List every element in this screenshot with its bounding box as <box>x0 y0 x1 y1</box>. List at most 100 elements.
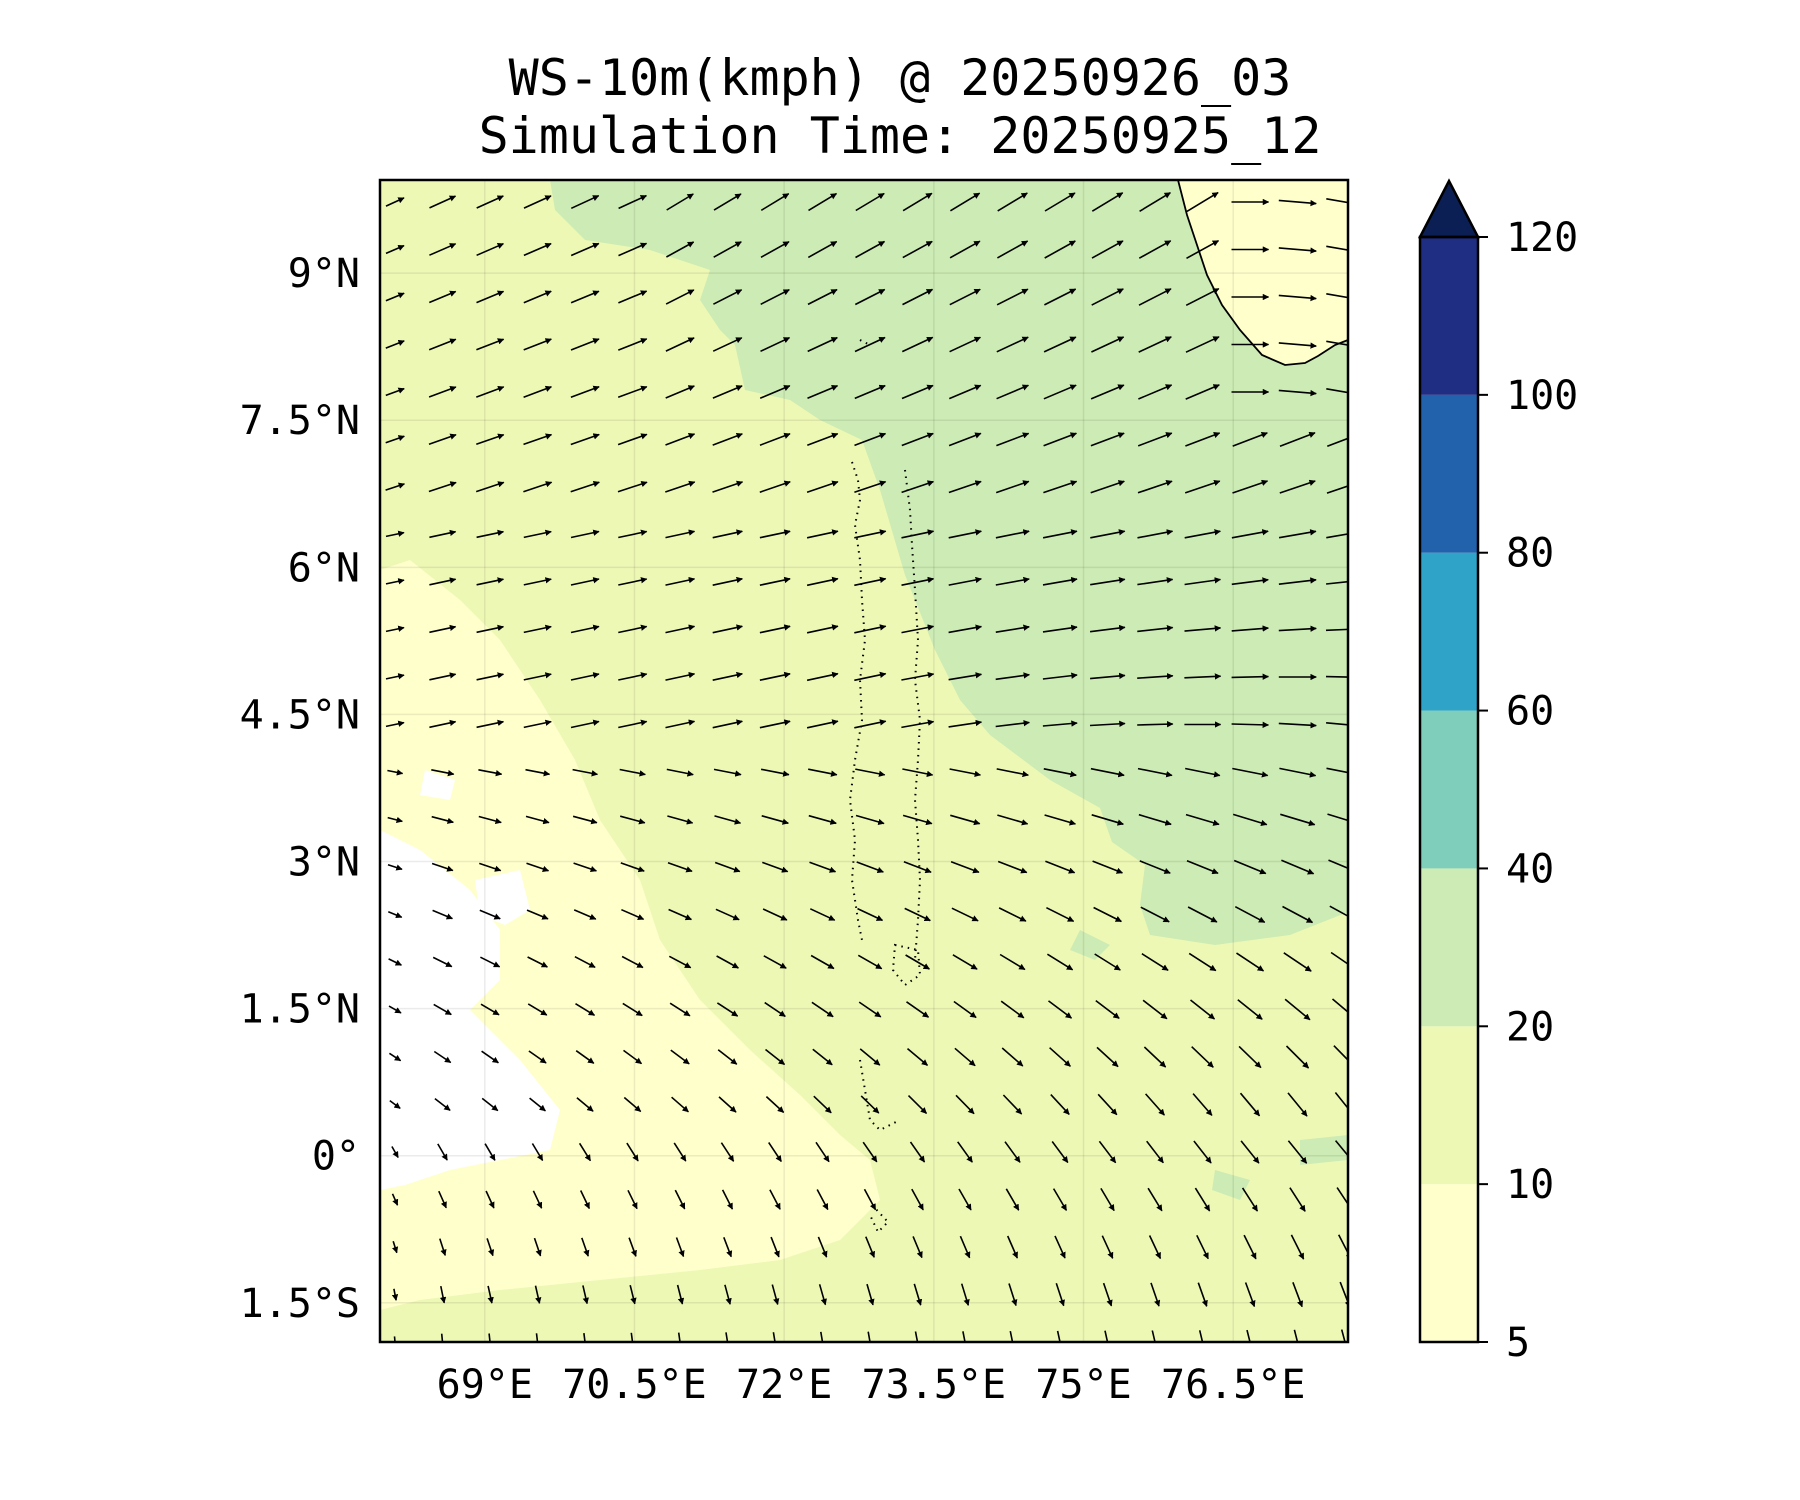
wind-arrow <box>1186 191 1219 213</box>
wind-arrow <box>1094 953 1121 971</box>
wind-arrow <box>387 769 404 776</box>
wind-arrow <box>913 1283 923 1306</box>
wind-arrow <box>713 289 743 305</box>
wind-arrow <box>570 194 600 210</box>
wind-arrow <box>1093 906 1122 923</box>
wind-arrow <box>621 955 644 969</box>
wind-arrow <box>953 1000 977 1019</box>
wind-arrow <box>951 907 979 922</box>
wind-arrow <box>914 1331 919 1342</box>
wind-arrow <box>808 192 838 212</box>
wind-arrow <box>817 1236 828 1258</box>
wind-arrow <box>901 624 935 634</box>
wind-arrow <box>1231 577 1269 586</box>
wind-arrow <box>1326 533 1348 539</box>
wind-arrow <box>997 860 1028 874</box>
wind-arrow <box>1336 1187 1348 1212</box>
wind-arrow <box>759 671 791 681</box>
wind-arrow <box>820 1331 824 1342</box>
y-tick-label: 0° <box>312 1134 360 1180</box>
wind-arrow <box>1232 767 1269 778</box>
y-tick-label: 1.5°N <box>240 987 360 1033</box>
wind-arrow <box>1044 814 1077 826</box>
wind-arrow <box>759 529 791 539</box>
wind-arrow <box>1231 529 1269 539</box>
wind-arrow <box>434 1097 451 1112</box>
wind-arrow <box>428 433 457 446</box>
wind-arrow <box>854 671 887 682</box>
wind-arrow <box>665 624 696 634</box>
wind-arrow <box>1328 859 1348 870</box>
wind-arrow <box>476 529 505 539</box>
wind-arrow <box>1327 813 1348 822</box>
map-title: WS-10m(kmph) @ 20250926_03 <box>508 49 1292 107</box>
wind-arrow <box>570 529 600 539</box>
wind-arrow <box>1089 720 1126 728</box>
wind-arrow <box>712 480 744 493</box>
wind-arrow <box>902 240 933 259</box>
wind-arrow <box>712 576 743 586</box>
wind-arrow <box>759 480 791 493</box>
wind-arrow <box>952 954 978 970</box>
wind-arrow <box>618 290 648 304</box>
wind-arrow <box>1325 628 1348 632</box>
wind-arrow <box>1141 953 1169 971</box>
wind-arrow <box>1283 952 1312 972</box>
wind-arrow <box>476 577 505 586</box>
wind-arrow <box>902 192 933 212</box>
wind-arrow <box>385 435 405 444</box>
wind-arrow <box>439 1285 447 1304</box>
wind-arrow <box>863 1188 877 1211</box>
wind-arrow <box>762 861 789 873</box>
wind-arrow <box>857 954 883 970</box>
wind-arrow <box>759 624 791 634</box>
wind-arrow <box>529 1097 546 1112</box>
wind-arrow <box>1278 247 1317 254</box>
wind-arrow <box>526 909 549 920</box>
wind-arrow <box>570 624 600 634</box>
wind-arrow <box>1009 1330 1014 1342</box>
wind-arrow <box>712 624 743 634</box>
wind-arrow <box>1054 1235 1066 1259</box>
wind-arrow <box>901 529 935 539</box>
wind-arrow <box>997 192 1028 212</box>
wind-arrow <box>476 195 504 209</box>
wind-arrow <box>1049 1047 1071 1067</box>
wind-arrow <box>1137 432 1173 447</box>
wind-arrow <box>431 815 454 824</box>
wind-arrow <box>579 1190 591 1210</box>
wind-arrow <box>575 1050 595 1064</box>
wind-arrow <box>618 624 648 634</box>
wind-arrow <box>478 815 502 825</box>
wind-arrow <box>1289 1187 1306 1212</box>
wind-arrow <box>1192 1093 1213 1116</box>
wind-arrow <box>532 1190 543 1209</box>
wind-arrow <box>765 1048 786 1066</box>
wind-arrow <box>570 290 600 304</box>
colorbar-frame <box>1418 235 1480 1344</box>
wind-arrow <box>995 480 1030 494</box>
wind-arrow <box>1001 1047 1024 1067</box>
wind-arrow <box>527 1003 548 1016</box>
wind-arrow <box>718 1096 737 1113</box>
wind-arrow <box>1329 905 1348 918</box>
wind-arrow <box>1278 722 1317 729</box>
wind-arrow <box>770 1236 780 1258</box>
wind-arrow <box>862 1141 878 1163</box>
wind-arrow <box>1091 336 1125 353</box>
wind-arrow <box>904 907 931 922</box>
y-tick-label: 7.5°N <box>240 398 360 444</box>
wind-arrow <box>962 1331 966 1342</box>
wind-arrow <box>619 815 646 825</box>
wind-arrow <box>901 384 934 400</box>
wind-arrow <box>905 954 930 970</box>
wind-arrow <box>1090 672 1126 680</box>
wind-arrow <box>479 862 502 872</box>
wind-arrow <box>759 385 791 399</box>
y-tick-label: 1.5°S <box>240 1281 360 1327</box>
wind-arrow <box>1045 860 1076 874</box>
wind-arrow <box>1326 485 1348 494</box>
wind-arrow <box>433 1003 452 1016</box>
wind-arrow <box>671 1096 689 1113</box>
wind-arrow <box>958 1188 972 1211</box>
